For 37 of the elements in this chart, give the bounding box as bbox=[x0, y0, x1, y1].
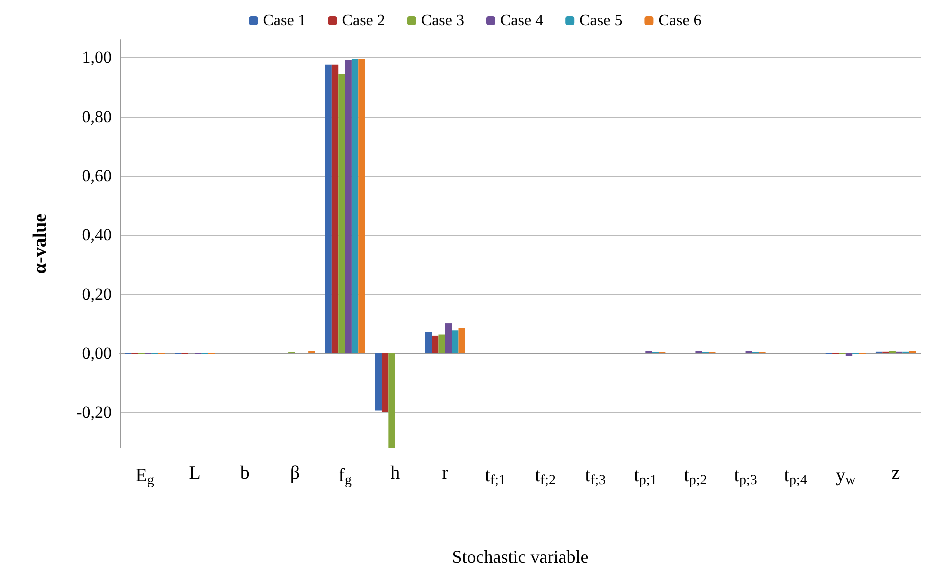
x-tick-label: z bbox=[892, 463, 900, 484]
bar bbox=[425, 332, 432, 354]
y-tick-label: 0,00 bbox=[82, 344, 112, 363]
y-tick-label: 0,80 bbox=[82, 107, 112, 126]
y-tick-label: 1,00 bbox=[82, 48, 112, 68]
bar bbox=[438, 334, 446, 354]
legend-label: Case 2 bbox=[342, 12, 386, 30]
y-tick-label: 0,20 bbox=[82, 284, 112, 304]
x-tick-label: L bbox=[189, 463, 201, 484]
bar bbox=[338, 74, 346, 354]
bar bbox=[345, 60, 352, 354]
bar bbox=[375, 353, 382, 411]
y-tick-label: 0,40 bbox=[82, 226, 112, 245]
y-tick-label: 0,60 bbox=[82, 166, 112, 186]
bar bbox=[445, 324, 452, 354]
legend-label: Case 6 bbox=[658, 12, 702, 30]
bar bbox=[452, 330, 459, 354]
y-tick-label: -0,20 bbox=[76, 403, 112, 422]
bar bbox=[388, 353, 396, 448]
x-axis-title: Stochastic variable bbox=[452, 547, 589, 567]
bar bbox=[432, 336, 439, 354]
legend-label: Case 5 bbox=[580, 12, 623, 30]
bar bbox=[846, 353, 853, 356]
x-tick-label: h bbox=[390, 463, 401, 484]
bar bbox=[352, 59, 359, 354]
bar bbox=[332, 64, 339, 354]
y-axis-title: α-value bbox=[30, 214, 51, 274]
bar bbox=[458, 328, 466, 354]
legend-label: Case 3 bbox=[421, 12, 465, 30]
x-tick-label: b bbox=[240, 463, 250, 484]
legend-label: Case 1 bbox=[263, 12, 306, 30]
x-tick-label: r bbox=[442, 463, 450, 484]
bar bbox=[358, 59, 366, 354]
bar bbox=[325, 64, 332, 354]
x-tick-label: β bbox=[290, 463, 300, 484]
bar bbox=[382, 353, 389, 413]
legend-label: Case 4 bbox=[500, 12, 544, 30]
